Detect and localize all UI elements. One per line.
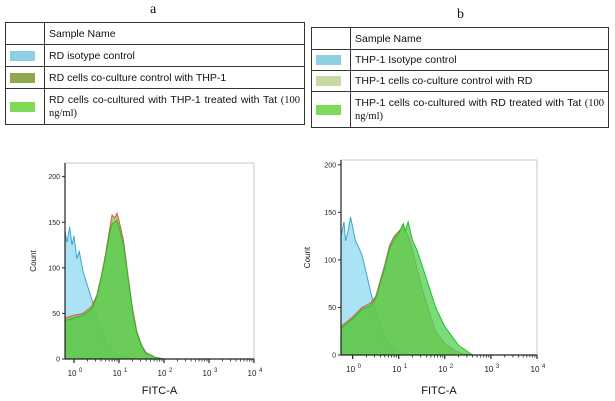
x-axis-label: FITC-A — [142, 385, 178, 397]
y-axis-label: Count — [29, 250, 38, 272]
legend-swatch — [10, 101, 35, 112]
y-tick-label: 150 — [48, 220, 60, 227]
x-tick-label: 10 — [484, 365, 493, 374]
x-tick-exponent: 1 — [404, 364, 408, 370]
x-tick-label: 10 — [68, 369, 77, 378]
x-tick-label: 10 — [531, 365, 540, 374]
y-tick-label: 50 — [328, 305, 336, 312]
x-tick-label: 10 — [392, 365, 401, 374]
y-tick-label: 0 — [56, 357, 60, 364]
x-tick-label: 10 — [248, 369, 257, 378]
x-tick-exponent: 3 — [214, 368, 218, 374]
x-tick-exponent: 2 — [450, 364, 454, 370]
y-tick-label: 0 — [332, 353, 336, 360]
x-tick-label: 10 — [203, 369, 212, 378]
legend-swatch — [316, 55, 341, 65]
y-tick-label: 200 — [48, 174, 60, 181]
histogram-series-3 — [64, 219, 254, 360]
x-tick-exponent: 2 — [169, 368, 173, 374]
x-tick-label: 10 — [113, 369, 122, 378]
y-tick-label: 100 — [324, 257, 336, 264]
legend-table-b: Sample Name THP-1 Isotype control THP-1 … — [311, 27, 609, 128]
y-tick-label: 200 — [324, 162, 336, 169]
y-tick-label: 150 — [324, 210, 336, 217]
x-tick-label: 10 — [158, 369, 167, 378]
legend-swatch — [10, 72, 35, 83]
x-tick-label: 10 — [438, 365, 447, 374]
legend-swatch — [316, 104, 341, 115]
x-tick-exponent: 0 — [79, 368, 83, 374]
legend-swatch — [316, 76, 341, 86]
legend-swatch — [10, 50, 35, 61]
x-axis-label: FITC-A — [421, 385, 457, 397]
panel-label-a: a — [150, 2, 157, 17]
x-tick-exponent: 3 — [496, 364, 500, 370]
y-tick-label: 50 — [52, 311, 60, 318]
y-axis-label: Count — [303, 246, 312, 268]
x-tick-exponent: 0 — [358, 364, 362, 370]
x-tick-exponent: 4 — [542, 364, 546, 370]
x-tick-exponent: 1 — [124, 368, 128, 374]
x-tick-exponent: 4 — [259, 368, 263, 374]
histogram-series-3 — [340, 219, 537, 356]
y-tick-label: 100 — [48, 265, 60, 272]
x-tick-label: 10 — [346, 365, 355, 374]
legend-table-a: Sample Name RD isotype control RD cells … — [5, 22, 305, 125]
legend-item: RD cells co-cultured with THP-1 treated … — [44, 88, 305, 125]
panel-label-b: b — [457, 7, 464, 22]
legend-item: RD cells co-culture control with THP-1 — [44, 66, 305, 89]
legend-item: THP-1 cells co-cultured with RD treated … — [350, 91, 609, 128]
